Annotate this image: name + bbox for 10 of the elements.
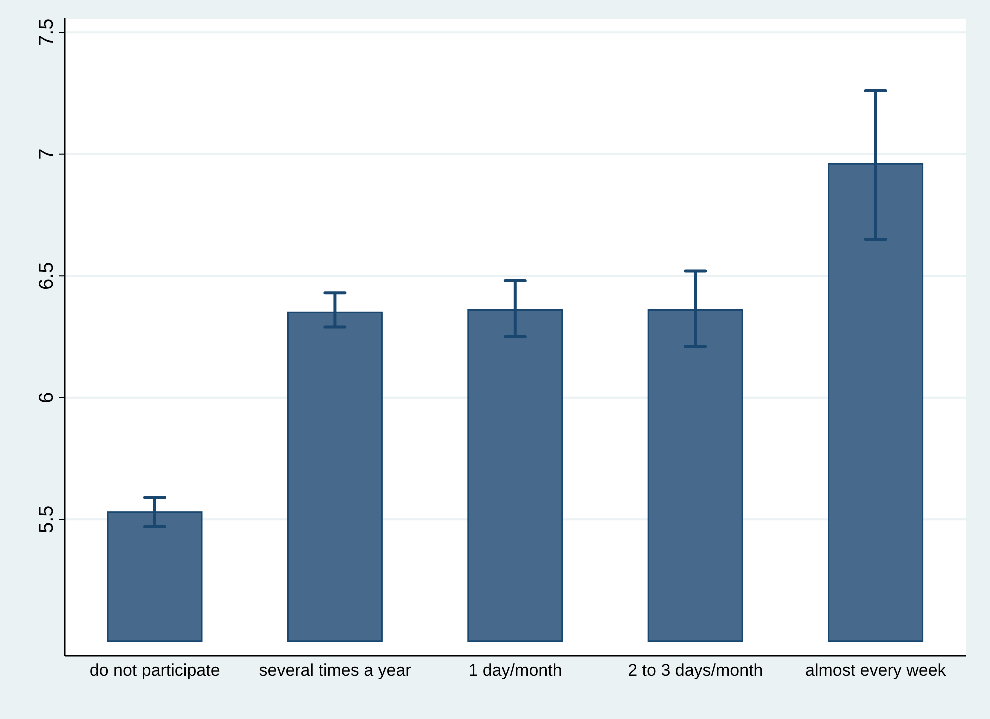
y-tick-label: 5.5 <box>36 506 58 534</box>
y-tick-label: 7 <box>36 148 58 160</box>
x-tick-label: do not participate <box>90 661 220 680</box>
x-tick-label: almost every week <box>806 661 947 680</box>
y-tick-label: 6 <box>36 392 58 404</box>
y-tick-label: 6.5 <box>36 262 58 290</box>
x-tick-label: several times a year <box>259 661 412 680</box>
y-tick-label: 7.5 <box>36 18 58 47</box>
x-tick-label: 1 day/month <box>468 661 562 680</box>
x-tick-label: 2 to 3 days/month <box>628 661 764 680</box>
